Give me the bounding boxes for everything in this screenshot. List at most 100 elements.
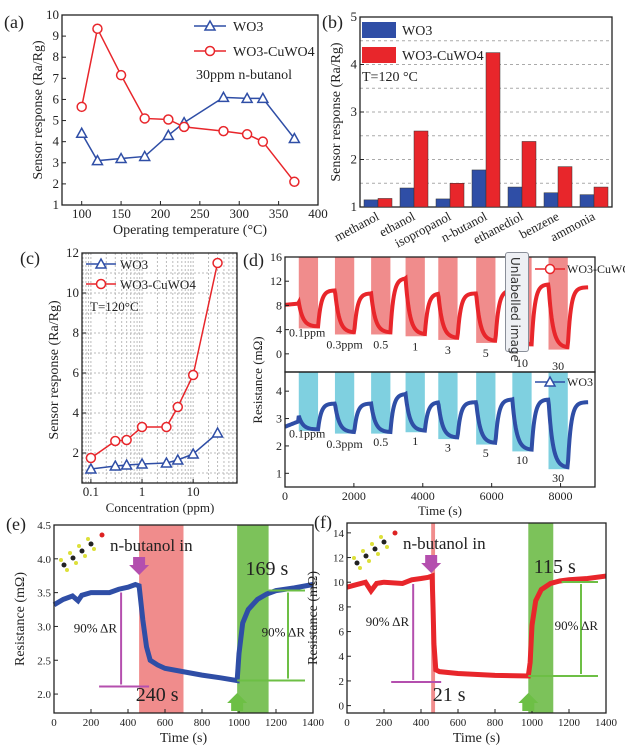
data-point (241, 129, 253, 140)
bar-WO3-CuWO4 (521, 141, 537, 208)
data-point (114, 152, 128, 164)
gas-out-arrow-icon (518, 693, 539, 711)
gas-on-band (334, 257, 355, 335)
y-tick-label: 2.0 (37, 689, 51, 701)
panel-frame (53, 524, 314, 714)
bar-WO3-CuWO4 (485, 52, 501, 208)
panel-d-bottom-frame (284, 371, 596, 488)
legend-swatch (362, 47, 396, 63)
delta-r-label-right: 90% ΔR (555, 618, 599, 633)
legend-label: WO3 (402, 24, 432, 39)
legend-marker (204, 45, 216, 57)
x-tick-label: 800 (194, 717, 211, 729)
concentration-label: 1 (412, 434, 418, 448)
data-point (110, 435, 121, 447)
legend-label: WO3 (120, 257, 148, 272)
x-axis-label-d: Time (s) (418, 503, 462, 518)
y-tick-label: 8 (73, 325, 80, 340)
data-point (171, 453, 185, 465)
y-tick-label: 8 (53, 49, 60, 64)
x-tick-label: 250 (190, 206, 210, 221)
concentration-label: 30 (552, 359, 564, 373)
x-tick-label: 8000 (549, 489, 573, 503)
x-tick-label: 4000 (411, 489, 435, 503)
y-tick-label: 4 (73, 405, 80, 420)
legend-label: WO3-CuWO4 (233, 45, 315, 60)
y-tick-label: 3.5 (37, 588, 51, 600)
gas-on-band (334, 372, 355, 434)
concentration-label: 0.1ppm (289, 326, 326, 340)
data-point (256, 91, 270, 104)
x-axis-label: Time (s) (453, 731, 501, 746)
molecule-hydrogen-icon (68, 551, 72, 555)
legend-label: WO3 (567, 375, 593, 389)
x-tick-label: 10 (187, 484, 200, 499)
gas-in-label: n-butanol in (110, 536, 193, 555)
data-point (217, 90, 230, 103)
y-tick-label: 0 (276, 347, 282, 361)
molecule-carbon-icon (363, 553, 369, 559)
legend-label: WO3-CuWO4 (567, 262, 625, 276)
series-line-WO3 (284, 390, 589, 470)
molecule-hydrogen-icon (367, 559, 371, 563)
data-point (212, 257, 223, 269)
panel-label-b: (b) (322, 12, 343, 33)
y-tick-label: 2 (351, 152, 358, 167)
data-point (139, 113, 150, 124)
molecule-hydrogen-icon (83, 554, 87, 558)
data-point (163, 114, 174, 125)
molecule-carbon-icon (61, 562, 67, 568)
data-point (92, 23, 103, 34)
panel-label-c: (c) (20, 248, 40, 269)
series-line-WO3-CuWO4 (90, 262, 219, 459)
gas-on-band (298, 372, 319, 431)
gas-on-band (298, 257, 319, 329)
data-point (85, 452, 97, 464)
y-tick-label: 7 (53, 70, 60, 85)
y-tick-label: 2.5 (37, 655, 51, 667)
concentration-label: 5 (483, 446, 489, 460)
y-tick-label: 9 (53, 28, 60, 43)
series-line-WO3 (90, 432, 219, 470)
legend-label: WO3 (233, 20, 263, 35)
data-point (75, 126, 88, 138)
panel-label-a: (a) (4, 12, 24, 33)
y-tick-label: 4 (276, 323, 282, 337)
molecule-carbon-icon (88, 541, 94, 547)
y-tick-label: 2 (73, 445, 80, 460)
y-tick-label: 4 (339, 651, 345, 663)
x-tick-label: 800 (487, 717, 504, 729)
data-point (138, 149, 151, 162)
y-tick-label: 4 (351, 57, 358, 72)
y-tick-label: 2 (276, 439, 282, 453)
molecule-hydrogen-icon (361, 549, 365, 553)
data-point (136, 421, 148, 433)
data-point (135, 457, 149, 469)
concentration-label: 3 (445, 343, 451, 357)
molecule-carbon-icon (70, 555, 76, 561)
x-tick-label: 100 (72, 206, 92, 221)
series-line-WO3-CuWO4 (284, 274, 589, 350)
y-tick-label: 6 (73, 365, 80, 380)
x-axis-label: Time (s) (160, 731, 208, 746)
y-tick-label: 0 (339, 701, 345, 713)
molecule-carbon-icon (372, 546, 378, 552)
gas-on-band (476, 372, 496, 445)
response-time-label: 240 s (136, 684, 179, 706)
legend-label: WO3-CuWO4 (402, 49, 484, 64)
y-tick-label: 12 (66, 245, 79, 260)
x-tick-label: 0 (344, 717, 350, 729)
y-tick-label: 4.0 (37, 554, 51, 566)
legend-marker (543, 375, 557, 387)
bar-WO3-CuWO4 (413, 130, 429, 208)
data-point (186, 447, 200, 459)
series-line-WO3-CuWO4 (346, 572, 607, 679)
data-point (288, 131, 301, 144)
x-tick-label: 1400 (302, 717, 325, 729)
bar-WO3 (435, 198, 451, 208)
concentration-label: 0.1ppm (289, 427, 326, 441)
gas-out-arrow-icon (227, 693, 248, 711)
x-tick-label: 0.1 (83, 484, 99, 499)
y-tick-label: 14 (333, 528, 345, 540)
